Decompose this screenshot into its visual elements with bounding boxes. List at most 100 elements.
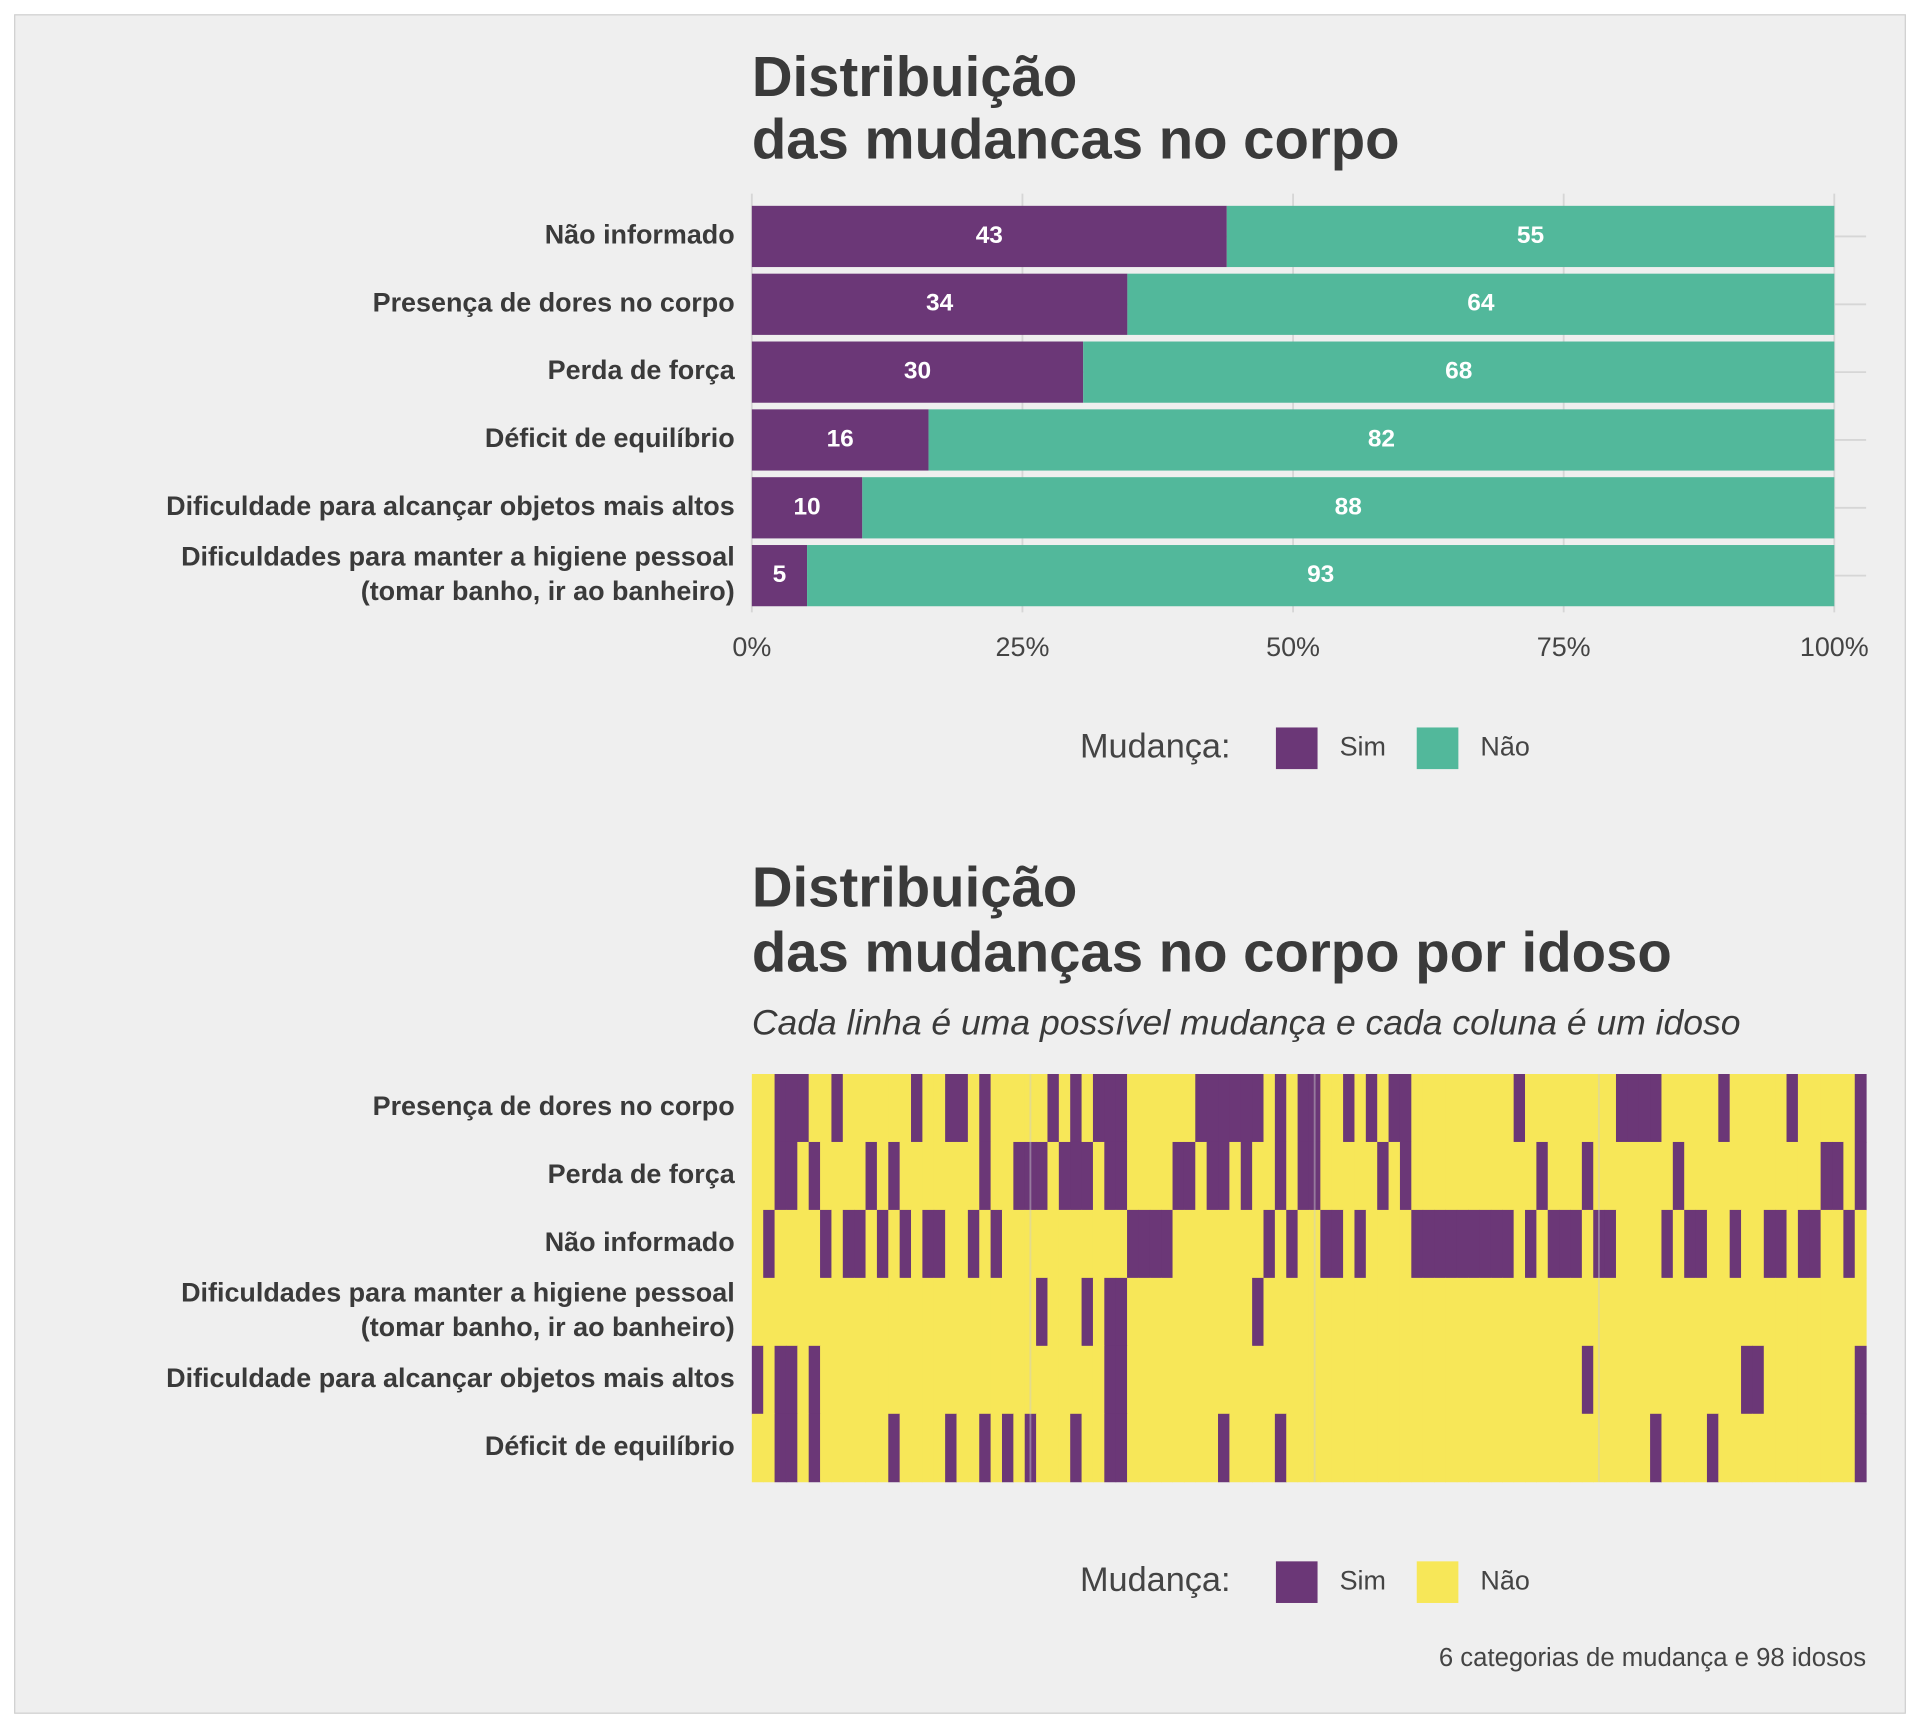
cell [1650,1277,1662,1347]
cell [1695,1413,1708,1483]
cell [1559,1074,1571,1143]
cell [990,1209,1003,1279]
cell [1138,1141,1151,1211]
cell [1422,1074,1435,1143]
cell [1104,1074,1117,1143]
cell [1706,1345,1719,1415]
cell [808,1074,821,1143]
cell [831,1345,844,1415]
cell [1638,1209,1651,1279]
cell [808,1277,821,1347]
cell [751,1141,764,1211]
cell [854,1141,867,1211]
cell [1252,1141,1264,1211]
cell [1320,1413,1333,1483]
cell [1570,1413,1583,1483]
cell [842,1141,855,1211]
cell [1809,1074,1822,1143]
cell [967,1141,980,1211]
cell [1229,1209,1242,1279]
cell [1274,1074,1287,1143]
cell [1206,1277,1219,1347]
cell [1138,1209,1151,1279]
cell [1832,1209,1844,1279]
bar-segment [1226,205,1835,268]
cell [933,1277,946,1347]
cell [899,1345,912,1415]
cell [1263,1277,1276,1347]
cell [1286,1277,1299,1347]
cell [1206,1074,1219,1143]
cell [1820,1141,1833,1211]
legend-label: Não [1480,731,1529,761]
cell [1581,1345,1594,1415]
cell [1547,1141,1560,1211]
cell [1434,1277,1446,1347]
cell [922,1413,935,1483]
cell [1115,1277,1128,1347]
cell [1763,1074,1776,1143]
cell [1377,1413,1390,1483]
cell [1206,1345,1219,1415]
row-label: Presença de dores no corpo [373,1091,735,1121]
cell [774,1141,787,1211]
cell [1615,1074,1628,1143]
cell [1115,1413,1128,1483]
cell [1013,1141,1026,1211]
cell [1354,1277,1367,1347]
cell [967,1209,980,1279]
cell [967,1413,980,1483]
cell [1127,1413,1139,1483]
cell [945,1074,957,1143]
cell [1308,1277,1321,1347]
bar-segment [751,273,1128,335]
cell [1763,1209,1776,1279]
cell [1502,1074,1515,1143]
cell [1331,1413,1344,1483]
category-label: Dificuldade para alcançar objetos mais a… [166,491,735,521]
cell [1297,1413,1310,1483]
cell [1638,1413,1651,1483]
cell [1525,1141,1537,1211]
cell [1024,1277,1037,1347]
cell [1115,1141,1128,1211]
cell [990,1277,1003,1347]
cell [1252,1345,1264,1415]
cell [1252,1413,1264,1483]
cell [1411,1277,1424,1347]
cell [933,1141,946,1211]
cell [1013,1345,1026,1415]
cell [763,1277,776,1347]
cell [1570,1141,1583,1211]
cell [876,1209,889,1279]
cell [1581,1209,1594,1279]
cell [1331,1074,1344,1143]
cell [1854,1277,1867,1347]
cell [1127,1141,1139,1211]
cell [831,1277,844,1347]
cell [1809,1141,1822,1211]
cell [808,1209,821,1279]
cell [1252,1209,1264,1279]
cell [1513,1209,1526,1279]
cell [1627,1209,1640,1279]
legend-swatch [1416,727,1459,770]
cell [1081,1413,1094,1483]
cell [1274,1413,1287,1483]
cell [911,1277,923,1347]
cell [956,1074,969,1143]
bar-segment [751,205,1227,268]
cell [1115,1209,1128,1279]
cell [1479,1141,1492,1211]
cell [1297,1209,1310,1279]
cell [1013,1413,1026,1483]
cell [751,1345,764,1415]
cell [1036,1345,1048,1415]
cell [1832,1074,1844,1143]
cell [1672,1413,1685,1483]
cell [1456,1345,1469,1415]
cell [831,1413,844,1483]
cell [1377,1141,1390,1211]
value-label: 30 [904,358,931,385]
cell [1013,1209,1026,1279]
